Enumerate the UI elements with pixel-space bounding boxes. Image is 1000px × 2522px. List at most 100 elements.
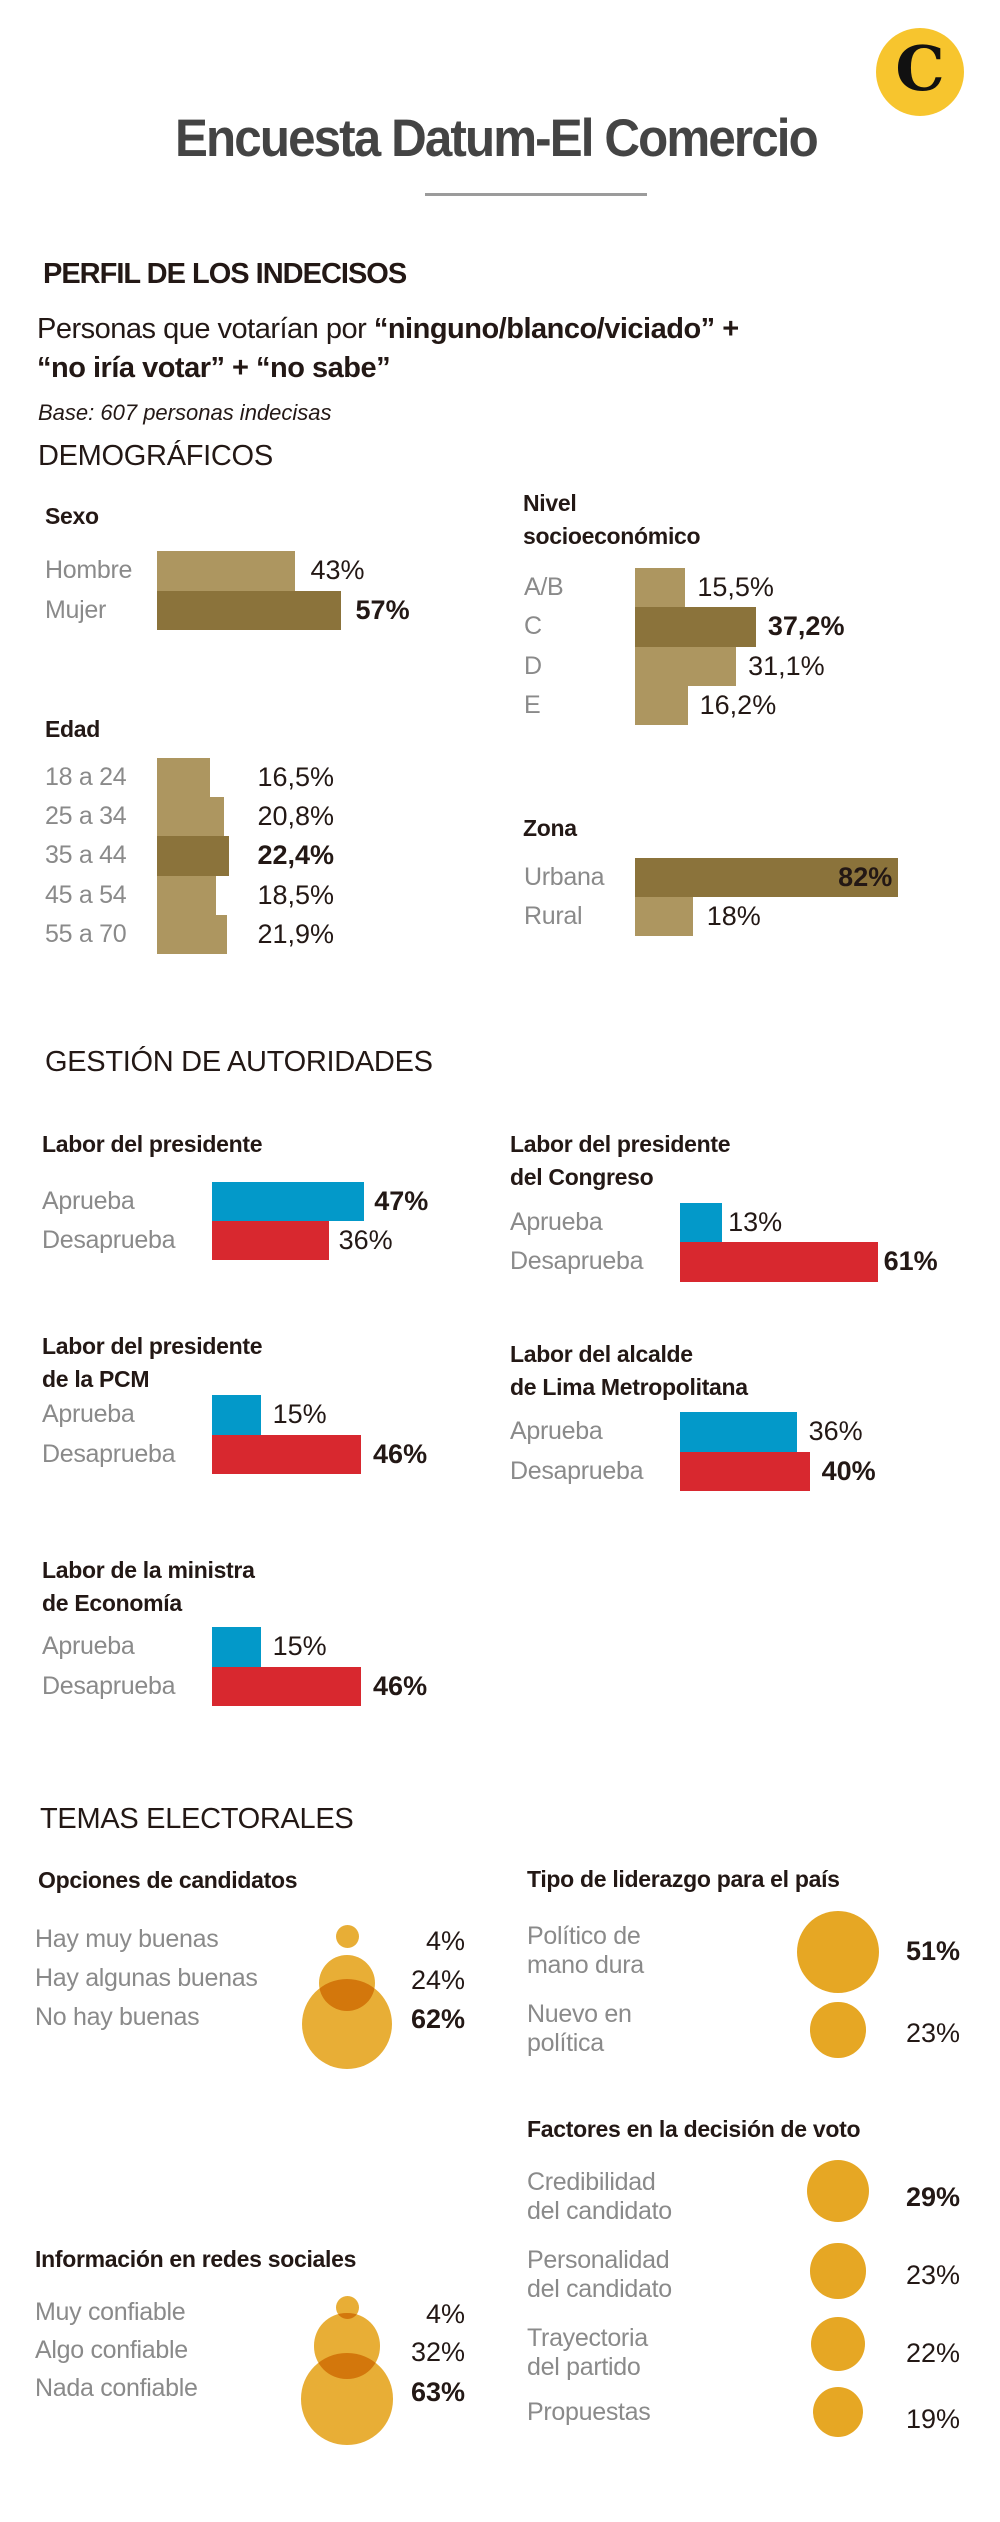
bar-value-label: 31,1% [748,650,825,681]
bar-category-label: Desaprueba [42,1226,176,1255]
bubble-category-label: del candidato [527,2275,672,2303]
bar-35-a-44 [157,836,229,876]
subtitle-plain: Personas que votarían por [37,313,374,345]
chart-title: Sexo [45,503,99,529]
bubble-category-label: Político de [527,1922,641,1950]
bubble-value-label: 24% [410,1965,465,1995]
bar-aprueba [212,1182,365,1222]
bar-value-label: 40% [821,1455,876,1486]
bubble-category-label: mano dura [527,1951,644,1979]
section-demograficos: DEMOGRÁFICOS [38,440,273,472]
bar-category-label: C [524,612,542,641]
bar-category-label: 18 a 24 [45,763,127,791]
bar-category-label: Aprueba [510,1208,603,1236]
bar-25-a-34 [157,797,224,837]
bar-category-label: Aprueba [42,1632,135,1660]
bar-desaprueba [212,1221,329,1261]
bubble-mark [301,2353,393,2445]
bubble-category-label: Hay algunas buenas [35,1964,258,1992]
chart-title: de la PCM [42,1366,150,1392]
bubble-category-label: Algo confiable [35,2336,188,2364]
chart-title: Nivel [523,490,577,516]
bar-desaprueba [212,1666,362,1706]
bubble-category-label: Nada confiable [35,2374,198,2402]
bubble-category-label: Credibilidad [527,2168,656,2196]
chart-title: Factores en la decisión de voto [527,2116,861,2142]
bar-category-label: Desaprueba [42,1439,176,1468]
bar-18-a-24 [157,758,210,798]
bar-value-label: 13% [728,1207,783,1237]
bubble-value-label: 62% [410,2004,465,2034]
chart-title: Información en redes sociales [35,2246,357,2272]
title-underline [425,193,647,196]
bar-desaprueba [680,1451,810,1491]
bubble-value-label: 4% [425,2299,465,2329]
bubble-category-label: Muy confiable [35,2298,186,2326]
section-temas: TEMAS ELECTORALES [40,1803,354,1835]
chart-title: Labor de la ministra [42,1557,255,1583]
bar-category-label: D [524,651,542,680]
bar-category-label: E [524,690,541,719]
bar-category-label: Desaprueba [42,1671,176,1700]
bar-value-label: 61% [883,1246,938,1277]
bar-value-label: 15% [272,1631,327,1661]
chart-title: socioeconómico [523,523,701,549]
bar-value-label: 21,9% [257,918,334,949]
bubble-category-label: del partido [527,2353,641,2381]
bar-aprueba [680,1203,723,1243]
bar-category-label: Mujer [45,595,107,624]
bar-category-label: Urbana [524,863,605,891]
bar-category-label: Aprueba [510,1417,603,1445]
chart-title: Labor del alcalde [510,1341,693,1367]
bar-hombre [157,551,296,591]
bar-category-label: A/B [524,573,564,601]
chart-title: Labor del presidente [42,1333,263,1359]
bar-rural [635,897,693,936]
bubble-value-label: 19% [905,2404,960,2434]
bubble-value-label: 23% [905,2260,960,2290]
bar-category-label: 25 a 34 [45,802,127,831]
bar-value-label: 18% [706,901,761,931]
bubble-value-label: 32% [410,2337,465,2367]
bubble-mark [335,2295,359,2319]
bubble-value-label: 22% [905,2338,960,2368]
bar-urbana [635,858,899,897]
bubble-mark [796,1910,880,1994]
chart-title: de Economía [42,1590,182,1616]
bubble-mark [810,2243,866,2299]
section-gestion: GESTIÓN DE AUTORIDADES [45,1046,433,1078]
bar-category-label: 45 a 54 [45,880,127,909]
bar-aprueba [212,1395,261,1435]
bar-aprueba [212,1627,261,1667]
bubble-value-label: 29% [905,2182,960,2212]
bar-desaprueba [680,1242,878,1282]
bar-category-label: Desaprueba [510,1247,644,1276]
bubble-value-label: 23% [905,2018,960,2048]
bubble-category-label: Hay muy buenas [35,1925,219,1953]
page-title: Encuesta Datum-El Comercio [175,109,819,168]
bubble-category-label: Personalidad [527,2246,670,2274]
chart-title: Zona [523,815,577,841]
subtitle-bold-1: “ninguno/blanco/viciado” + [373,313,739,345]
bar-value-label: 57% [355,594,410,625]
bubble-category-label: Propuestas [527,2398,651,2426]
bubble-value-label: 4% [425,1926,465,1956]
bar-category-label: Aprueba [42,1400,135,1428]
bar-value-label: 36% [338,1225,393,1256]
bubble-mark [810,2002,866,2058]
chart-title: Opciones de candidatos [38,1867,298,1893]
bubble-category-label: Trayectoria [527,2324,648,2352]
bubble-category-label: del candidato [527,2197,672,2225]
bubble-category-label: No hay buenas [35,2003,200,2031]
bar-value-label: 22,4% [257,840,334,871]
chart-title: Labor del presidente [510,1131,731,1157]
bar-value-label: 18,5% [257,879,334,910]
bar-45-a-54 [157,875,217,915]
bar-a-b [635,568,686,608]
bar-value-label: 37,2% [767,611,845,642]
bar-category-label: 55 a 70 [45,919,127,948]
bubble-category-label: política [527,2029,604,2057]
bar-value-label: 15,5% [697,572,774,602]
chart-title: Tipo de liderazgo para el país [527,1866,840,1892]
perfil-heading: PERFIL DE LOS INDECISOS [43,258,407,290]
